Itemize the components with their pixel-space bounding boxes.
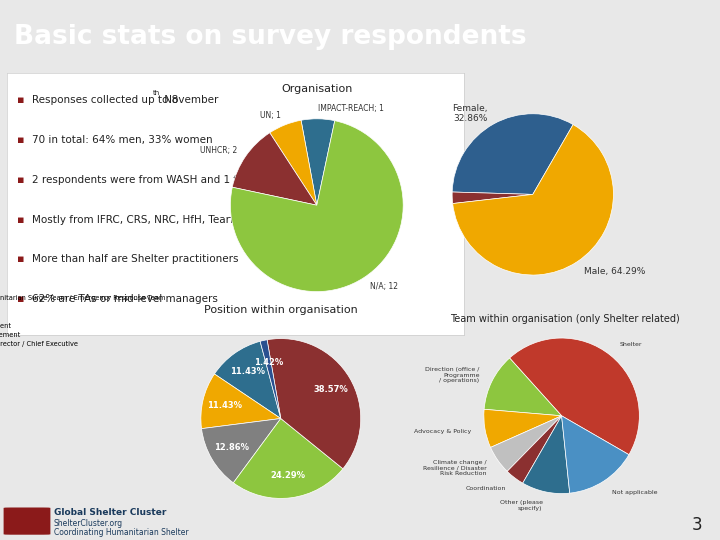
Text: Female,
32.86%: Female, 32.86% — [452, 104, 487, 123]
Text: Advocacy & Policy: Advocacy & Policy — [414, 429, 471, 434]
Text: N/A; 12: N/A; 12 — [369, 282, 397, 291]
Text: Basic stats on survey respondents: Basic stats on survey respondents — [14, 24, 527, 50]
Wedge shape — [562, 416, 629, 493]
Text: Shelter: Shelter — [619, 342, 642, 347]
Wedge shape — [484, 409, 562, 448]
Text: ▪: ▪ — [17, 215, 24, 225]
Text: UNHCR; 2: UNHCR; 2 — [200, 146, 237, 155]
Wedge shape — [301, 119, 335, 205]
Text: 11.43%: 11.43% — [230, 367, 265, 376]
Text: UN; 1: UN; 1 — [260, 111, 281, 120]
Wedge shape — [233, 133, 317, 205]
Text: More than half are Shelter practitioners: More than half are Shelter practitioners — [32, 254, 238, 265]
Wedge shape — [260, 340, 281, 418]
Text: Team within organisation (only Shelter related): Team within organisation (only Shelter r… — [450, 314, 680, 323]
Wedge shape — [452, 114, 573, 194]
Wedge shape — [201, 374, 281, 429]
Text: 62% are TAs or mid-level managers: 62% are TAs or mid-level managers — [32, 294, 217, 304]
Text: Coordinating Humanitarian Shelter: Coordinating Humanitarian Shelter — [54, 528, 189, 537]
Text: 70 in total: 64% men, 33% women: 70 in total: 64% men, 33% women — [32, 135, 212, 145]
Text: ▪: ▪ — [17, 294, 24, 304]
Text: 1.42%: 1.42% — [253, 358, 283, 367]
Text: 3: 3 — [691, 516, 702, 534]
Wedge shape — [270, 120, 317, 205]
Text: ▪: ▪ — [17, 96, 24, 105]
Text: Global Shelter Cluster: Global Shelter Cluster — [54, 508, 166, 517]
Text: 38.57%: 38.57% — [313, 385, 348, 394]
Wedge shape — [453, 125, 613, 275]
Wedge shape — [233, 418, 343, 498]
Text: 2 respondents were from WASH and 1 from FSL: 2 respondents were from WASH and 1 from … — [32, 175, 279, 185]
Wedge shape — [202, 418, 281, 483]
Wedge shape — [452, 192, 533, 204]
Text: ▪: ▪ — [17, 135, 24, 145]
Text: ▪: ▪ — [17, 254, 24, 265]
Text: Male, 64.29%: Male, 64.29% — [584, 267, 645, 276]
Wedge shape — [215, 341, 281, 419]
Text: th: th — [153, 90, 160, 96]
Title: Position within organisation: Position within organisation — [204, 305, 358, 315]
Text: 11.43%: 11.43% — [207, 401, 243, 410]
Text: Coordination: Coordination — [466, 487, 506, 491]
Text: ShelterCluster.org: ShelterCluster.org — [54, 519, 123, 528]
Title: Organisation: Organisation — [281, 84, 353, 93]
Text: Not applicable: Not applicable — [611, 490, 657, 495]
Text: 12.86%: 12.86% — [214, 443, 248, 452]
Text: 24.29%: 24.29% — [271, 471, 305, 480]
Text: Climate change /
Resilience / Disaster
Risk Reduction: Climate change / Resilience / Disaster R… — [423, 460, 486, 476]
FancyBboxPatch shape — [4, 508, 50, 535]
Wedge shape — [523, 416, 570, 494]
Wedge shape — [510, 338, 639, 455]
Text: November: November — [161, 96, 219, 105]
Wedge shape — [507, 416, 562, 483]
Legend: Roving staff / Humanitarian Surge Team / Emergency Response Team, Assistant / Of: Roving staff / Humanitarian Surge Team /… — [0, 292, 168, 350]
Wedge shape — [490, 416, 562, 471]
Text: Mostly from IFRC, CRS, NRC, HfH, Tearfund: Mostly from IFRC, CRS, NRC, HfH, Tearfun… — [32, 215, 253, 225]
Text: ▪: ▪ — [17, 175, 24, 185]
Text: Responses collected up to 8: Responses collected up to 8 — [32, 96, 178, 105]
Wedge shape — [484, 358, 562, 416]
Wedge shape — [230, 120, 403, 292]
Text: Other (please
specify): Other (please specify) — [500, 500, 543, 511]
Text: Direction (office /
Programme
/ operations): Direction (office / Programme / operatio… — [425, 367, 480, 383]
Wedge shape — [267, 339, 361, 469]
Text: IMPACT-REACH; 1: IMPACT-REACH; 1 — [318, 104, 384, 113]
